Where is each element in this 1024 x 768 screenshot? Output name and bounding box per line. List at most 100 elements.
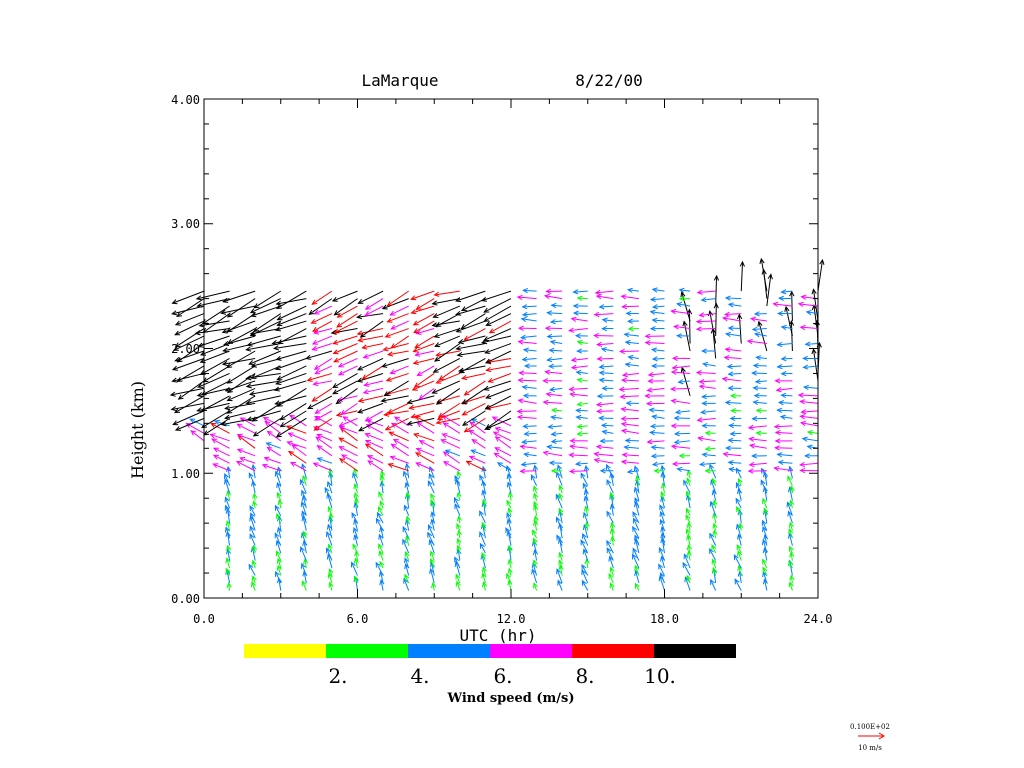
wind-arrow: [780, 324, 793, 331]
wind-arrow: [773, 423, 793, 430]
wind-arrow-shaft: [547, 335, 563, 338]
wind-arrow-head: [252, 492, 258, 499]
wind-arrow-head: [481, 552, 487, 559]
wind-arrow-head: [496, 462, 503, 468]
wind-arrow-shaft: [430, 551, 435, 561]
wind-arrow-head: [415, 304, 422, 311]
wind-arrow-head: [226, 408, 233, 414]
wind-arrow-head: [226, 362, 233, 368]
wind-arrow-head: [608, 555, 614, 562]
wind-arrow: [606, 510, 614, 524]
wind-arrow: [364, 305, 384, 316]
wind-arrow-shaft: [817, 259, 823, 292]
wind-arrow-head: [649, 326, 656, 332]
wind-arrow-shaft: [301, 563, 307, 576]
wind-arrow: [800, 409, 819, 415]
wind-arrow-head: [774, 445, 781, 451]
wind-arrow-shaft: [402, 526, 410, 539]
wind-arrow-head: [412, 347, 419, 353]
wind-arrow: [711, 544, 717, 554]
wind-arrow: [752, 385, 767, 391]
wind-arrow-head: [700, 409, 707, 415]
wind-arrow-shaft: [696, 320, 716, 323]
wind-arrow: [506, 512, 512, 524]
wind-arrow-shaft: [764, 548, 768, 561]
wind-arrow: [618, 386, 639, 392]
wind-arrow-shaft: [712, 567, 717, 576]
wind-arrow-head: [353, 557, 359, 564]
wind-arrow-head: [481, 566, 487, 573]
wind-arrow-shaft: [571, 357, 588, 361]
wind-arrow-shaft: [225, 505, 231, 516]
wind-arrow-shaft: [327, 481, 333, 494]
wind-arrow: [568, 327, 588, 333]
wind-arrow-shaft: [801, 422, 819, 427]
wind-arrow-shaft: [533, 583, 538, 591]
wind-arrow: [797, 301, 819, 307]
wind-arrow-head: [625, 400, 632, 406]
wind-arrow-shaft: [776, 387, 793, 391]
wind-arrow-head: [455, 297, 462, 303]
wind-arrow-shaft: [577, 297, 588, 300]
wind-arrow: [331, 290, 358, 302]
wind-arrow-shaft: [702, 453, 716, 457]
wind-arrow-head: [518, 370, 525, 376]
wind-arrow: [483, 305, 512, 322]
wind-arrow-shaft: [723, 453, 742, 457]
wind-arrow-shaft: [636, 475, 640, 486]
wind-arrow-shaft: [364, 380, 384, 386]
wind-arrow-head: [576, 348, 583, 354]
wind-arrow: [189, 418, 205, 427]
wind-arrow-head: [600, 347, 607, 353]
wind-arrow-head: [811, 288, 817, 295]
wind-arrow-shaft: [485, 395, 512, 410]
wind-arrow-head: [678, 287, 685, 293]
wind-arrow-head: [431, 388, 438, 394]
wind-arrow-head: [250, 512, 255, 519]
wind-arrow: [673, 439, 691, 445]
wind-arrow-shaft: [725, 297, 742, 300]
wind-arrow-head: [520, 461, 527, 467]
wind-arrow: [521, 311, 537, 318]
wind-arrow-shaft: [442, 433, 461, 442]
wind-arrow-head: [729, 431, 736, 437]
wind-arrow-shaft: [752, 328, 767, 330]
wind-arrow-head: [328, 568, 334, 575]
wind-arrow-shaft: [800, 326, 819, 330]
wind-arrow: [483, 380, 512, 391]
wind-arrow: [427, 531, 435, 546]
wind-arrow: [700, 297, 716, 303]
wind-arrow-head: [558, 484, 564, 491]
wind-arrow-head: [483, 316, 490, 322]
wind-arrow: [271, 335, 307, 346]
wind-arrow: [686, 574, 692, 584]
wind-arrow: [600, 422, 614, 429]
wind-arrow-shaft: [276, 482, 282, 494]
wind-arrow-head: [569, 438, 576, 444]
wind-arrow: [357, 335, 384, 343]
wind-arrow-shaft: [437, 410, 461, 420]
wind-arrow-head: [386, 300, 393, 307]
wind-arrow-shaft: [300, 547, 307, 561]
x-tick-label: 24.0: [804, 612, 833, 626]
wind-arrow: [546, 356, 563, 363]
wind-arrow: [724, 295, 742, 301]
wind-arrow-head: [543, 293, 550, 300]
wind-arrow: [274, 504, 282, 516]
wind-arrow: [542, 450, 563, 457]
wind-arrow: [405, 515, 411, 524]
wind-arrow-head: [621, 452, 628, 458]
wind-arrow: [265, 442, 281, 449]
wind-arrow: [211, 438, 230, 449]
wind-arrow-shaft: [354, 519, 358, 531]
wind-arrow-head: [570, 364, 577, 370]
y-tick-labels: 0.00 1.00 2.00 3.00 4.00: [171, 93, 200, 606]
wind-arrow: [516, 294, 537, 301]
wind-arrow-head: [568, 386, 575, 392]
wind-arrow: [487, 372, 512, 383]
wind-arrow: [601, 317, 614, 323]
wind-arrow: [494, 426, 512, 434]
wind-arrow-shaft: [545, 371, 563, 374]
wind-arrow: [276, 512, 282, 524]
wind-arrow: [507, 491, 514, 501]
